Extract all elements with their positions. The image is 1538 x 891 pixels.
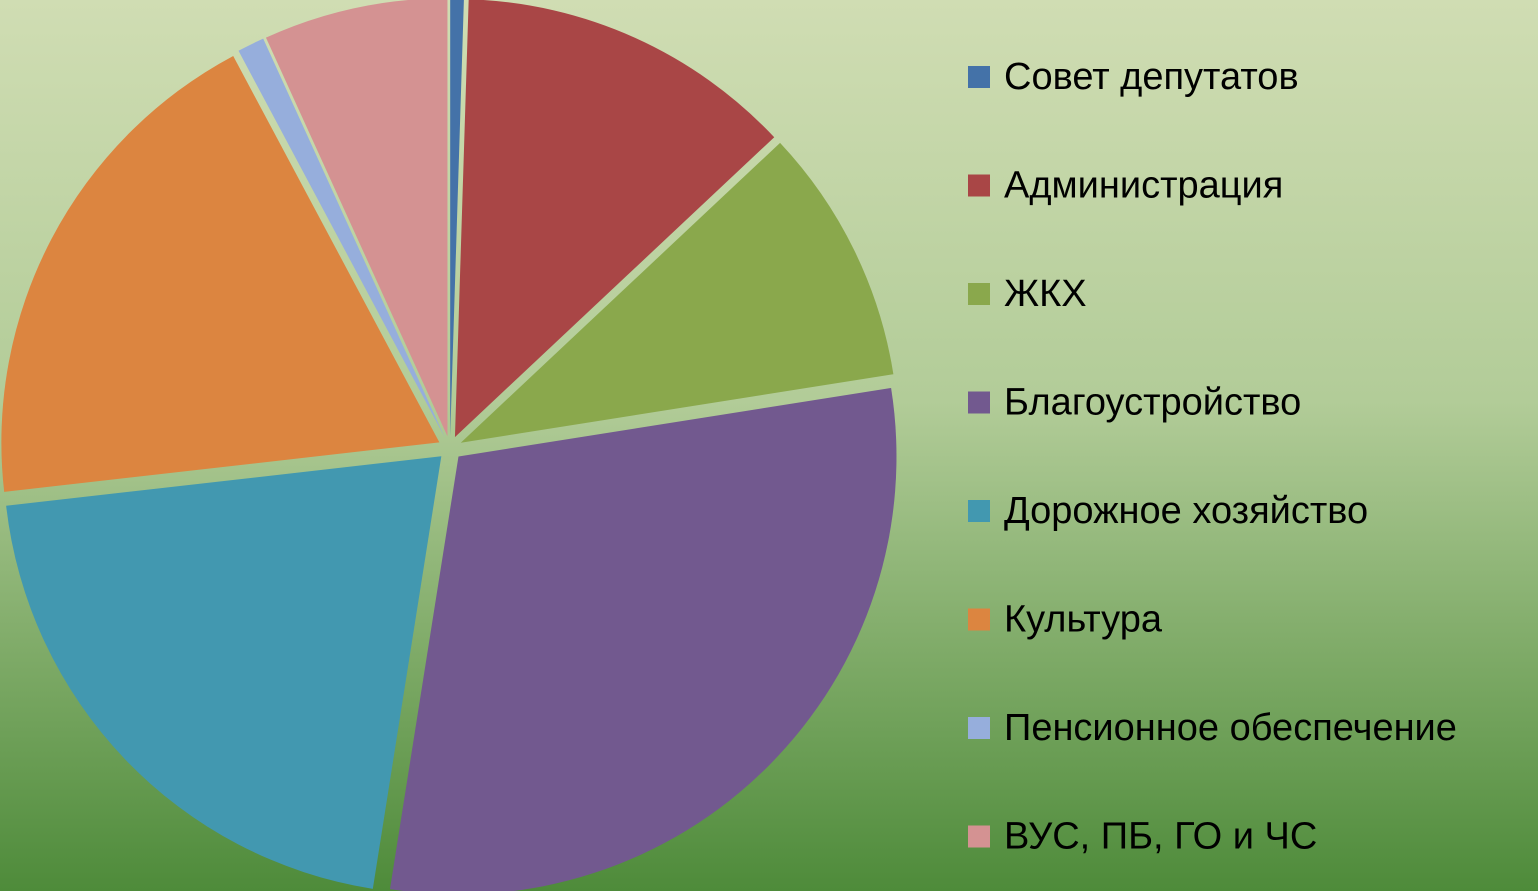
pie-slice	[238, 38, 445, 438]
legend-label: ЖКХ	[1004, 273, 1087, 315]
legend-label: Совет депутатов	[1004, 56, 1299, 98]
legend-swatch	[968, 283, 990, 305]
pie-slice	[460, 142, 894, 443]
pie-slice	[450, 0, 464, 437]
pie-slice	[454, 0, 775, 438]
pie-slice	[1, 55, 440, 492]
legend-swatch	[968, 174, 990, 197]
legend-label: Дорожное хозяйство	[1004, 490, 1368, 532]
legend-label: Пенсионное обеспечение	[1004, 707, 1457, 749]
legend-swatch	[968, 717, 990, 739]
legend-swatch	[968, 66, 990, 88]
legend-swatch	[968, 825, 990, 848]
legend-swatch	[968, 500, 990, 522]
legend-label: Администрация	[1004, 165, 1283, 207]
legend-label: Культура	[1004, 599, 1163, 641]
pie-slice	[265, 0, 448, 437]
pie-slice	[6, 456, 442, 889]
legend-swatch	[968, 608, 990, 631]
legend-label: ВУС, ПБ, ГО и ЧС	[1004, 816, 1317, 858]
pie-slice	[389, 387, 897, 891]
legend-swatch	[968, 391, 990, 414]
legend-label: Благоустройство	[1004, 382, 1301, 424]
